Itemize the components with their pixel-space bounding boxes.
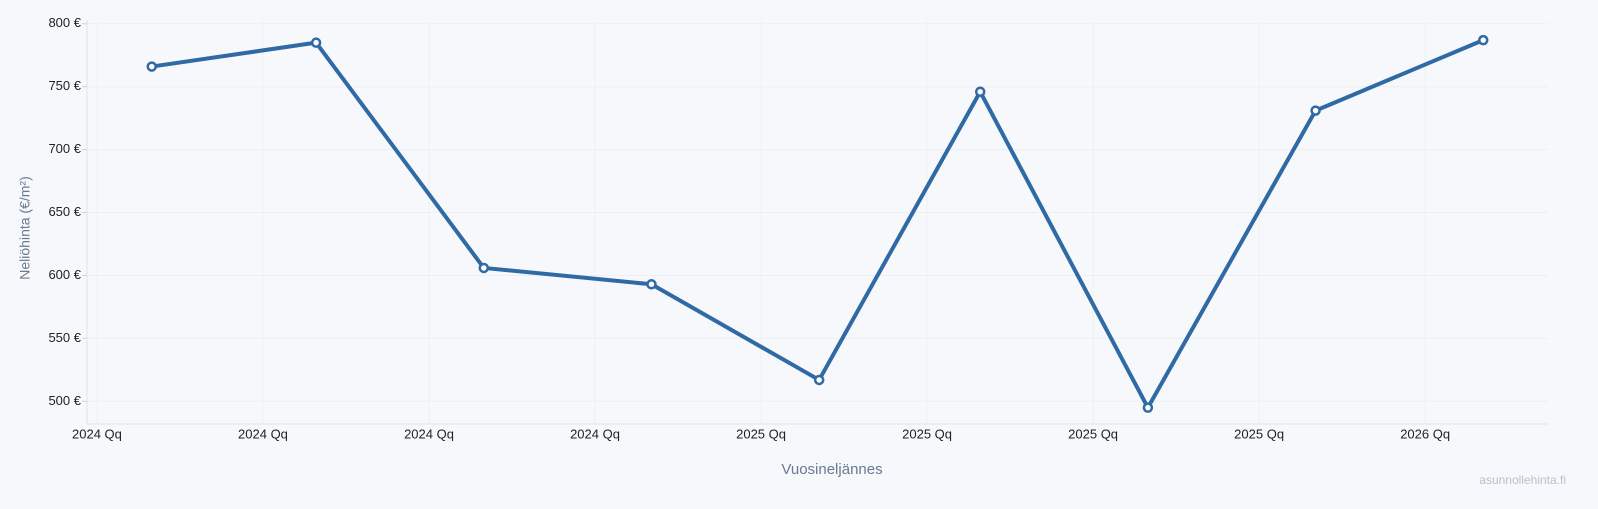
point (310, 37, 322, 48)
y-tick-label: 550 € (48, 330, 81, 345)
point (1478, 34, 1489, 46)
y-tick-label: 800 € (48, 15, 81, 30)
y-tick-label: 750 € (48, 78, 81, 93)
x-tick-label: 2024 Qq (238, 426, 288, 441)
x-tick-label: 2026 Qq (1400, 426, 1450, 441)
x-tick-label: 2024 Qq (404, 426, 454, 441)
x-axis-label: Vuosineljännes (781, 461, 882, 478)
point (478, 262, 490, 274)
x-tick-label: 2025 Qq (902, 426, 952, 441)
y-axis-label: Neliöhinta (€/m²) (17, 176, 33, 279)
y-tick-label: 700 € (48, 141, 81, 156)
x-tick-label: 2024 Qq (72, 426, 122, 441)
point (813, 374, 825, 386)
point (646, 279, 657, 290)
x-tick-label: 2025 Qq (736, 426, 786, 441)
y-tick-label: 500 € (48, 393, 81, 408)
y-tick-label: 600 € (48, 267, 81, 282)
point (974, 86, 986, 97)
point (146, 61, 157, 72)
x-tick-label: 2025 Qq (1068, 426, 1118, 441)
point (1142, 402, 1154, 413)
watermark: asunnollehinta.fi (1479, 473, 1566, 487)
y-tick-label: 650 € (48, 204, 81, 219)
point (1310, 105, 1321, 116)
x-tick-label: 2025 Qq (1234, 426, 1284, 441)
x-tick-label: 2024 Qq (570, 426, 620, 441)
